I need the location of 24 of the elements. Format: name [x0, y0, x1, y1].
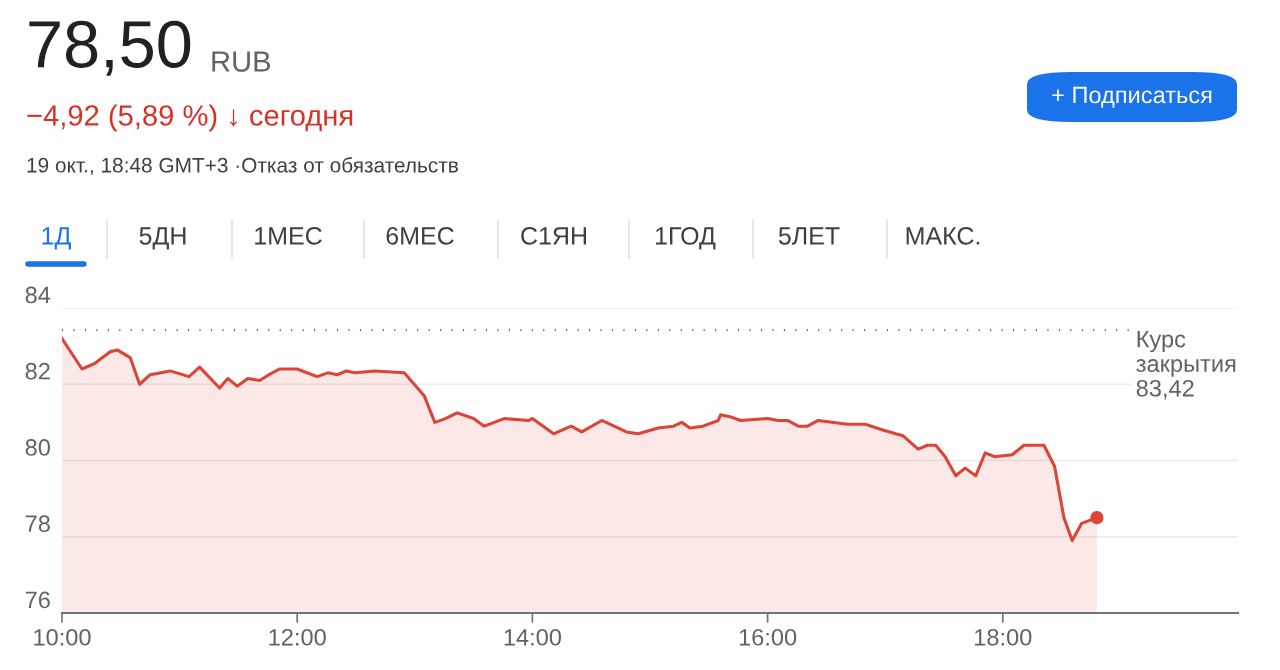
chart-title: 78,50	[29, 20, 191, 76]
y-tick-label: 80	[25, 439, 50, 456]
text: 1Д	[42, 227, 71, 250]
x-tick-label: 14:00	[504, 628, 562, 646]
text: 6МЕС	[386, 227, 454, 245]
text: 1МЕС	[255, 227, 322, 245]
text: RUB	[212, 51, 271, 72]
text: 19 окт., 18:48 GMT+3 ·Отказ от обязательств	[27, 157, 458, 176]
x-tick-label: 10:00	[34, 628, 91, 646]
y-tick-label: 76	[25, 591, 50, 609]
ref-line-label: Курс закрытия 83,42	[1136, 330, 1236, 400]
text: 1ГОД	[655, 227, 716, 250]
x-tick-label: 16:00	[739, 628, 797, 646]
x-tick-label: 18:00	[975, 628, 1032, 646]
x-tick-label: 12:00	[269, 628, 326, 646]
text: МАКС.	[906, 227, 980, 245]
y-tick-label: 78	[25, 515, 50, 533]
text: + Подписаться	[1052, 86, 1212, 108]
y-tick-label: 82	[25, 362, 50, 380]
y-tick-label: 84	[25, 286, 51, 304]
text: −4,92 (5,89 %) ↓ сегодня	[27, 104, 353, 132]
text: С1ЯН	[521, 227, 586, 245]
text: 5ДН	[139, 227, 186, 250]
text: 5ЛЕТ	[778, 227, 840, 245]
